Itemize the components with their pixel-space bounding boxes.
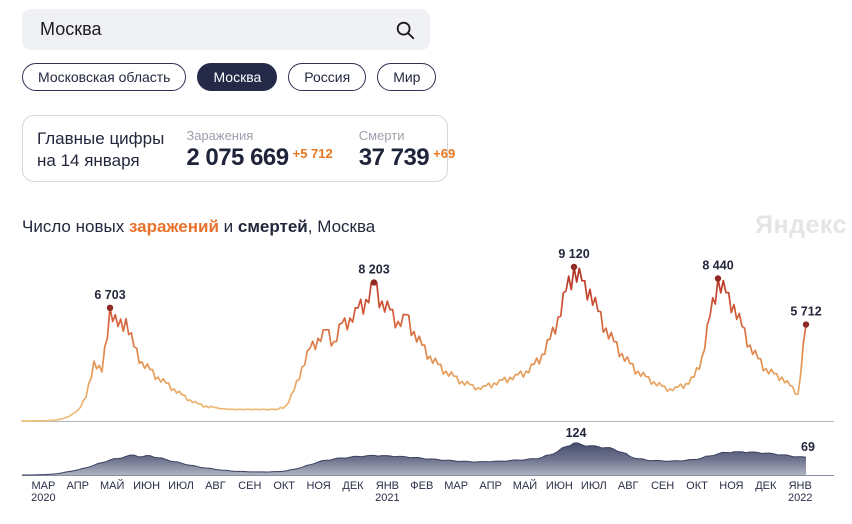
infections-total: 2 075 669 xyxy=(186,144,289,171)
yandex-logo: Яндекс xyxy=(755,211,847,239)
x-axis-month-label: АВГ xyxy=(205,480,226,492)
infections-metric: Заражения 2 075 669 +5 712 xyxy=(186,128,332,172)
x-axis-month-label: СЕН xyxy=(651,480,674,492)
key-figures-title-line2: на 14 января xyxy=(37,151,140,171)
x-axis-month-label: МАЙ xyxy=(100,479,124,492)
chart-title: Число новых заражений и смертей, Москва xyxy=(22,217,375,237)
region-tabs: Московская область Москва Россия Мир xyxy=(22,63,437,91)
peak-dot xyxy=(570,263,578,271)
chart-title-and: и xyxy=(218,217,238,236)
infections-line xyxy=(21,266,807,422)
deaths-value-label: 69 xyxy=(801,440,815,454)
x-axis-month-label: ИЮН xyxy=(546,480,573,492)
x-axis-month-label: ФЕВ xyxy=(410,480,433,492)
x-axis-month-label: НОЯ xyxy=(719,480,743,492)
region-tab-moscow[interactable]: Москва xyxy=(197,63,278,91)
region-tab-moscow-oblast[interactable]: Московская область xyxy=(22,63,187,91)
deaths-area-edge xyxy=(22,442,807,476)
x-axis-month-label: ЯНВ xyxy=(789,480,812,492)
x-axis-month-label: ДЕК xyxy=(342,480,364,492)
x-axis-month-label: МАР xyxy=(444,480,468,492)
x-axis-month-label: ОКТ xyxy=(686,480,708,492)
deaths-metric-value: 37 739 +69 xyxy=(359,144,455,172)
region-tab-russia[interactable]: Россия xyxy=(288,63,367,91)
x-axis-month-label: АПР xyxy=(67,480,89,492)
chart-title-region: , Москва xyxy=(307,217,376,236)
x-axis-month-label: ИЮН xyxy=(133,480,160,492)
x-axis-year-label: 2022 xyxy=(788,492,812,504)
peak-label: 9 120 xyxy=(558,247,589,261)
deaths-value-label: 124 xyxy=(566,426,587,440)
infections-delta: +5 712 xyxy=(292,146,333,161)
x-axis-month-label: ДЕК xyxy=(755,480,777,492)
deaths-metric-label: Смерти xyxy=(358,128,405,143)
peak-dot xyxy=(802,321,810,328)
key-figures-title-line1: Главные цифры xyxy=(37,129,165,148)
x-axis-month-label: АПР xyxy=(479,480,501,492)
peak-label: 8 203 xyxy=(358,263,389,277)
chart-title-text: Число новых xyxy=(22,217,129,236)
x-axis-year-label: 2020 xyxy=(31,492,55,504)
x-axis-month-label: НОЯ xyxy=(306,480,330,492)
x-axis-month-label: ЯНВ xyxy=(376,480,399,492)
x-axis-year-label: 2021 xyxy=(375,492,399,504)
chart-title-deaths-word: смертей xyxy=(237,217,308,236)
peak-dot xyxy=(714,275,722,282)
x-axis-month-label: АВГ xyxy=(618,480,639,492)
x-axis-month-label: МАЙ xyxy=(513,479,537,492)
infections-metric-value: 2 075 669 +5 712 xyxy=(186,144,332,172)
key-figures-card: Главные цифры на 14 января Заражения 2 0… xyxy=(22,115,455,182)
peak-label: 5 712 xyxy=(790,305,821,319)
search-icon[interactable] xyxy=(394,19,416,41)
chart-title-infections-word: заражений xyxy=(128,217,219,236)
deaths-delta: +69 xyxy=(433,146,456,161)
peak-dot xyxy=(106,304,114,312)
x-axis-month-label: ИЮЛ xyxy=(581,480,607,492)
x-axis-month-label: ИЮЛ xyxy=(168,480,194,492)
key-figures-title: Главные цифры на 14 января xyxy=(37,128,164,173)
search-box[interactable] xyxy=(22,9,430,50)
x-axis-month-label: ОКТ xyxy=(273,480,295,492)
infections-metric-label: Заражения xyxy=(186,128,254,143)
deaths-area xyxy=(22,443,806,475)
search-input[interactable] xyxy=(36,19,394,40)
peak-label: 8 440 xyxy=(702,259,733,273)
peak-label: 6 703 xyxy=(94,288,125,302)
deaths-total: 37 739 xyxy=(358,144,430,171)
region-tab-world[interactable]: Мир xyxy=(377,63,437,91)
x-axis-month-label: МАР xyxy=(31,480,55,492)
deaths-metric: Смерти 37 739 +69 xyxy=(359,128,455,172)
x-axis-month-label: СЕН xyxy=(238,480,261,492)
peak-dot xyxy=(370,279,378,286)
